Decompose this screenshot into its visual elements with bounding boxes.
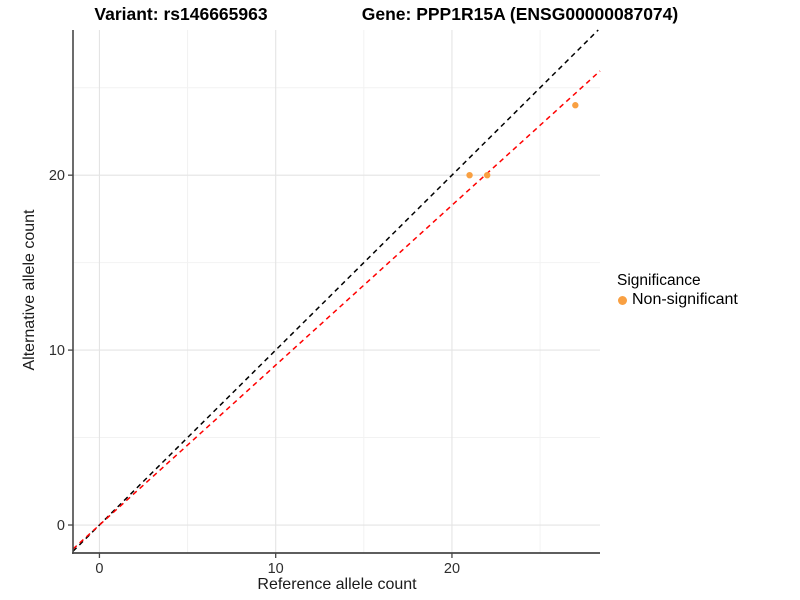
- legend-title: Significance: [617, 272, 701, 289]
- y-tick-label: 10: [49, 343, 65, 359]
- x-tick-label: 20: [444, 561, 460, 577]
- x-tick-label: 0: [95, 561, 103, 577]
- legend-item-label: Non-significant: [632, 291, 738, 308]
- legend-item: Non-significant: [617, 291, 738, 309]
- y-tick-label: 20: [49, 168, 65, 184]
- gene-title: Gene: PPP1R15A (ENSG00000087074): [361, 4, 679, 24]
- x-tick-label: 10: [268, 561, 284, 577]
- data-point: [466, 171, 473, 179]
- x-axis-title: Reference allele count: [257, 576, 417, 593]
- identity-line: [72, 29, 599, 552]
- y-tick-label: 0: [57, 518, 65, 534]
- data-point: [483, 171, 491, 179]
- y-axis-title: Alternative allele count: [21, 209, 38, 371]
- variant-title: Variant: rs146665963: [94, 4, 268, 24]
- ratio-line: [72, 70, 601, 550]
- data-point: [572, 102, 579, 109]
- legend-point-swatch: [618, 295, 627, 305]
- legend: Significance Non-significant: [617, 271, 738, 309]
